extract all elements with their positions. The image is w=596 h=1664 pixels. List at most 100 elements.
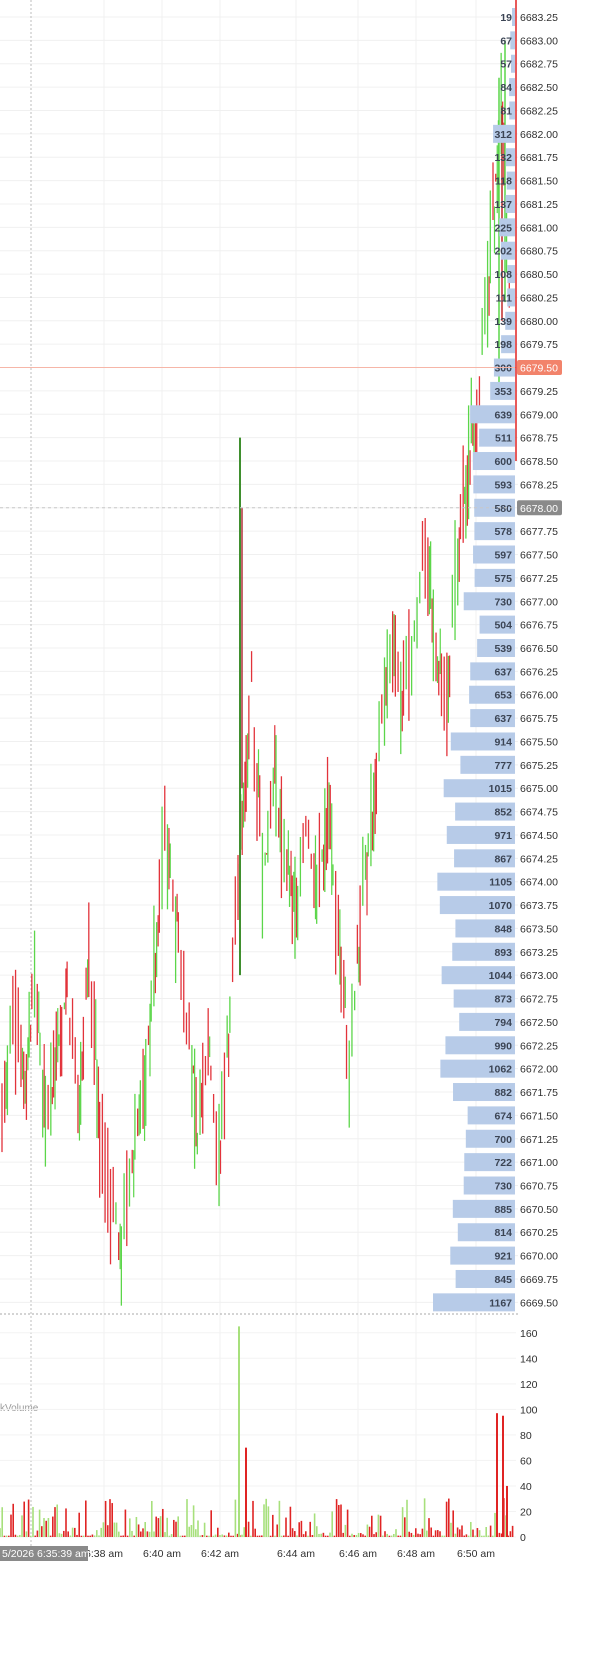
volume-profile-label: 893 [494, 947, 512, 959]
volume-profile-label: 848 [494, 923, 512, 935]
price-tick-label: 6671.75 [520, 1087, 558, 1099]
price-tick-label: 6670.50 [520, 1204, 558, 1216]
volume-profile-bar [499, 218, 515, 237]
volume-profile-label: 580 [494, 503, 512, 515]
volume-profile-label: 57 [500, 59, 512, 71]
price-tick-label: 6677.00 [520, 596, 558, 608]
volume-profile-bar [507, 265, 515, 284]
volume-profile-label: 108 [494, 269, 512, 281]
price-tick-label: 6678.50 [520, 456, 558, 468]
volume-profile-bar [439, 896, 515, 915]
price-tick-label: 6678.75 [520, 433, 558, 445]
price-tick-label: 6675.50 [520, 736, 558, 748]
price-tick-label: 6677.25 [520, 573, 558, 585]
price-tick-label: 6680.25 [520, 292, 558, 304]
volume-profile-bar [441, 966, 515, 985]
volume-profile-bar [454, 849, 515, 868]
volume-profile-bar [452, 942, 515, 961]
price-tick-label: 6681.25 [520, 199, 558, 211]
volume-profile-bar [512, 8, 515, 26]
price-tick-label: 6674.75 [520, 807, 558, 819]
price-tick-label: 6680.75 [520, 246, 558, 258]
crosshair-price-badge [517, 500, 562, 516]
price-tick-label: 6672.75 [520, 994, 558, 1006]
volume-pane-title: kVolume [0, 1403, 39, 1414]
volume-profile-label: 19 [500, 12, 512, 24]
volume-profile-bar [443, 779, 515, 798]
price-tick-label: 6670.75 [520, 1181, 558, 1193]
volume-profile-label: 132 [494, 152, 512, 164]
price-tick-label: 6683.00 [520, 35, 558, 47]
time-tick-label: 6:40 am [143, 1548, 181, 1560]
price-tick-label: 6678.25 [520, 479, 558, 491]
price-tick-label: 6680.00 [520, 316, 558, 328]
volume-profile-bar [450, 1246, 515, 1265]
price-tick-label: 6673.25 [520, 947, 558, 959]
volume-profile-label: 1044 [489, 970, 513, 982]
volume-profile-label: 885 [494, 1204, 512, 1216]
price-tick-label: 6682.00 [520, 129, 558, 141]
volume-profile-bar [445, 1036, 515, 1055]
price-tick-label: 6672.25 [520, 1040, 558, 1052]
volume-profile-bar [470, 405, 515, 424]
price-tick-label: 6682.25 [520, 105, 558, 117]
volume-profile-label: 730 [494, 596, 512, 608]
price-tick-label: 6671.50 [520, 1110, 558, 1122]
volume-profile-label: 637 [494, 666, 512, 678]
volume-profile-bar [463, 1176, 515, 1195]
volume-profile-bar [433, 1293, 515, 1312]
time-tick-label: 6:46 am [339, 1548, 377, 1560]
volume-profile-bar [460, 755, 515, 774]
price-tick-label: 6681.00 [520, 222, 558, 234]
volume-profile-bar [446, 825, 515, 844]
overlay-layer [0, 0, 517, 509]
volume-profile-bar [505, 194, 515, 213]
volume-profile-bar [455, 1269, 515, 1288]
price-tick-label: 6669.75 [520, 1274, 558, 1286]
volume-profile-bar [467, 1106, 515, 1125]
volume-profile-label: 852 [494, 807, 512, 819]
time-axis: 6:38 am 6:40 am 6:42 am 6:44 am 6:46 am 6:48 … [0, 1546, 495, 1561]
price-tick-label: 6676.00 [520, 690, 558, 702]
volume-profile-label: 1070 [489, 900, 513, 912]
volume-profile-bar [459, 1012, 515, 1031]
volume-profile-bar [500, 241, 515, 260]
volume-profile-label: 353 [494, 386, 512, 398]
volume-profile-bar [452, 1199, 515, 1218]
crosshair-price-label: 6678.00 [520, 503, 558, 515]
price-tick-label: 6676.25 [520, 666, 558, 678]
volume-profile-bar [473, 545, 515, 564]
volume-profile-label: 700 [494, 1134, 512, 1146]
volume-profile-label: 921 [494, 1251, 512, 1263]
time-tick-label: 6:38 am [85, 1548, 123, 1560]
volume-tick-label: 100 [520, 1404, 538, 1416]
price-tick-label: 6673.75 [520, 900, 558, 912]
volume-profile-bar [474, 568, 515, 587]
price-tick-label: 6670.25 [520, 1227, 558, 1239]
volume-profile-bar [463, 592, 515, 611]
volume-profile-label: 539 [494, 643, 512, 655]
volume-profile-label: 1062 [489, 1064, 513, 1076]
price-tick-label: 6674.00 [520, 877, 558, 889]
volume-profile-label: 67 [500, 35, 512, 47]
price-tick-label: 6671.25 [520, 1134, 558, 1146]
volume-profile-bar [505, 148, 515, 167]
volume-profile-bar [506, 171, 515, 190]
volume-profile-label: 81 [500, 105, 512, 117]
time-cursor-label: 5/2026 6:35:39 am [2, 1548, 90, 1560]
volume-tick-label: 0 [520, 1532, 526, 1544]
volume-profile-label: 578 [494, 526, 512, 538]
price-tick-label: 6679.25 [520, 386, 558, 398]
price-tick-label: 6680.50 [520, 269, 558, 281]
volume-profile-label: 575 [494, 573, 512, 585]
volume-profile-bar [473, 475, 515, 494]
volume-profile-bar [510, 54, 515, 73]
volume-profile-label: 600 [494, 456, 512, 468]
time-tick-label: 6:42 am [201, 1548, 239, 1560]
volume-profile-bar [470, 662, 515, 681]
volume-tick-label: 20 [520, 1506, 532, 1518]
price-tick-label: 6675.75 [520, 713, 558, 725]
volume-pane: kVolume 0 20 40 60 80 100 120 140 160 [0, 1326, 538, 1544]
